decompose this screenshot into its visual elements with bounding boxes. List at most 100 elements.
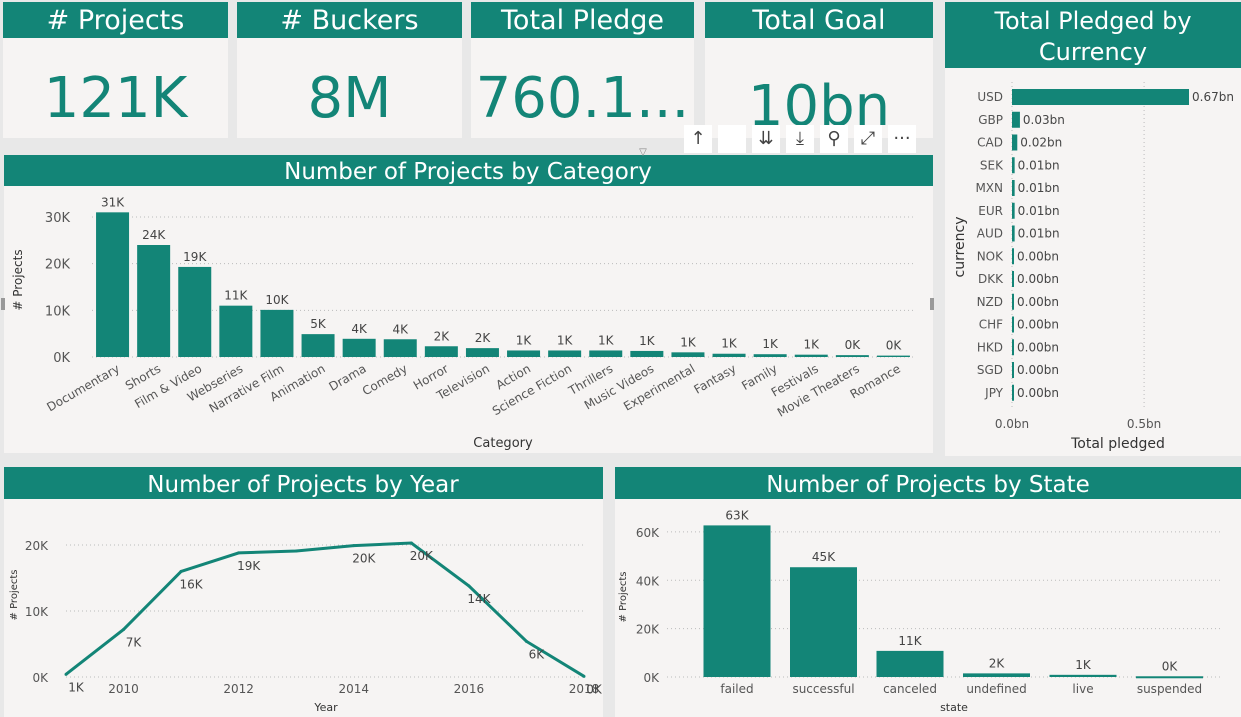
bar-sek[interactable] [1012,157,1015,174]
kpi-card-buckers[interactable]: # Buckers 8M [237,2,462,138]
category-chart-card[interactable]: Number of Projects by Category 0K 10K 20K 3… [4,155,933,453]
data-point[interactable] [467,584,471,588]
bar-documentary[interactable] [96,212,130,357]
kpi-value: 760.1... [475,66,690,131]
data-label: 7K [126,635,143,649]
data-label: 20K [410,549,434,563]
bar-failed[interactable] [703,525,771,677]
bar-animation[interactable] [301,334,335,357]
kpi-card-total-goal[interactable]: Total Goal 10bn [705,2,933,138]
visual-filter-icon[interactable]: ▽ [639,147,647,158]
bar-science-fiction[interactable] [548,350,582,357]
bar-gbp[interactable] [1012,111,1020,128]
x-tick-label: Fantasy [692,361,739,396]
bar-successful[interactable] [790,567,857,677]
bar-movie-theaters[interactable] [835,355,869,357]
x-tick-label: Documentary [44,361,122,414]
bar-thrillers[interactable] [589,350,623,357]
data-label: 2K [989,656,1006,670]
bar-jpy[interactable] [1012,384,1014,401]
bar-music-videos[interactable] [630,350,664,357]
bar-experimental[interactable] [671,352,705,357]
bar-fantasy[interactable] [712,353,746,357]
data-point[interactable] [352,544,356,548]
bar-canceled[interactable] [876,650,944,677]
resize-handle-right[interactable] [930,298,934,310]
bar-festivals[interactable] [794,354,828,357]
drill-up-icon[interactable]: ↑ [684,125,712,153]
state-chart-card[interactable]: Number of Projects by State 0K 20K 40K 60K 6… [615,467,1241,717]
data-point[interactable] [122,627,126,631]
x-tick-label: 0.5bn [1127,417,1161,431]
data-point[interactable] [64,672,68,676]
bar-aud[interactable] [1012,225,1015,242]
data-point[interactable] [294,549,298,553]
data-point[interactable] [524,639,528,643]
y-tick-label: CAD [977,136,1003,150]
y-axis-title: currency [952,217,968,278]
bar-cad[interactable] [1012,134,1018,151]
resize-handle-left[interactable] [1,298,5,310]
bar-webseries[interactable] [219,305,253,357]
data-label: 0.00bn [1017,340,1059,354]
data-label: 0K [586,682,603,696]
bar-nzd[interactable] [1012,293,1014,310]
data-label: 0.00bn [1017,318,1059,332]
data-point[interactable] [237,551,241,555]
bar-shorts[interactable] [137,245,171,357]
data-label: 0.00bn [1017,363,1059,377]
bar-mxn[interactable] [1012,180,1015,196]
y-tick-label: JPY [984,386,1004,400]
bar-comedy[interactable] [383,339,417,357]
category-chart: Number of Projects by Category 0K 10K 20K 3… [4,155,933,451]
y-axis-title: # Projects [618,572,629,623]
bar-nok[interactable] [1012,248,1014,265]
filter-icon[interactable]: ⚲ [820,125,848,153]
drill-down-icon[interactable]: ↓ [718,125,746,153]
bar-eur[interactable] [1012,202,1015,219]
data-point[interactable] [179,569,183,573]
bar-chf[interactable] [1012,316,1014,333]
data-label: 45K [812,550,836,564]
currency-chart-card[interactable]: Total Pledged by Currency 0.0bn 0.5bn USD 0… [945,2,1241,456]
kpi-card-projects[interactable]: # Projects 121K [3,2,228,138]
bar-dkk[interactable] [1012,271,1014,287]
bar-narrative-film[interactable] [260,309,294,357]
data-label: 4K [392,322,409,336]
expand-all-icon[interactable]: ⇊ [752,125,780,153]
state-chart: Number of Projects by State 0K 20K 40K 60K 6… [615,467,1241,714]
more-options-icon[interactable]: ··· [888,125,916,153]
bar-suspended[interactable] [1136,676,1203,679]
focus-mode-icon[interactable]: ⤢ [854,125,882,153]
bar-television[interactable] [465,348,499,357]
y-tick-label: 0K [53,351,70,366]
expand-next-level-icon[interactable]: ⤓ [786,125,814,153]
data-label: 0K [845,338,862,352]
bar-hkd[interactable] [1012,339,1014,356]
data-label: 0.00bn [1017,295,1059,309]
bar-family[interactable] [753,354,787,357]
bar-live[interactable] [1049,674,1117,677]
bar-film-video[interactable] [178,266,212,357]
bar-undefined[interactable] [963,673,1030,677]
y-tick-label: NOK [977,249,1004,263]
data-label: 1K [68,680,85,694]
bar-sgd[interactable] [1012,362,1014,378]
year-chart: Number of Projects by Year 0K 10K 20K 2010 2… [4,467,603,714]
data-label: 11K [898,634,922,648]
data-point[interactable] [409,541,413,545]
data-point[interactable] [582,674,586,678]
data-label: 1K [639,334,656,348]
bar-horror[interactable] [424,346,458,357]
year-chart-card[interactable]: Number of Projects by Year 0K 10K 20K 2010 2… [4,467,603,717]
bar-romance[interactable] [876,355,910,357]
x-axis-title: Category [473,436,533,451]
data-label: 5K [310,317,327,331]
data-label: 0.01bn [1018,204,1060,218]
bar-action[interactable] [507,350,541,357]
bar-usd[interactable] [1012,89,1189,105]
bar-drama[interactable] [342,338,376,357]
data-label: 0K [886,339,903,353]
kpi-card-total-pledge[interactable]: Total Pledge 760.1... [471,2,694,138]
series-line[interactable] [65,541,585,678]
